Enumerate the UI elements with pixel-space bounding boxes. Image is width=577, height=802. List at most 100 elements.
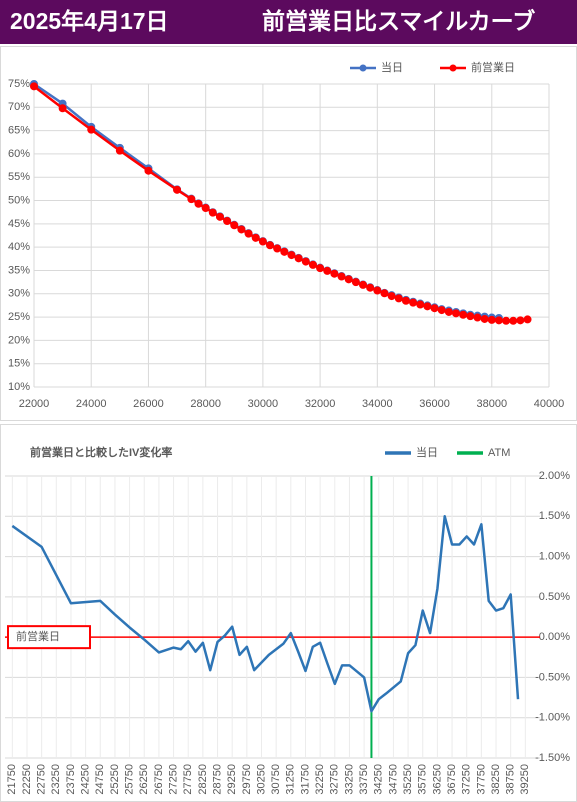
point	[344, 275, 353, 284]
x-tick-label: 22000	[19, 398, 50, 410]
x-tick-label: 24750	[94, 764, 106, 795]
point	[494, 316, 503, 325]
point	[301, 257, 310, 266]
x-tick-label: 36000	[419, 398, 450, 410]
point	[444, 307, 453, 316]
y-tick-label: 0.00%	[539, 631, 570, 643]
x-tick-label: 27250	[167, 764, 179, 795]
x-tick-label: 25250	[109, 764, 121, 795]
x-tick-label: 31750	[299, 764, 311, 795]
y-tick-label: 2.00%	[539, 470, 570, 482]
y-tick-label: -0.50%	[535, 671, 570, 683]
y-tick-label: 60%	[8, 148, 30, 160]
y-tick-label: 1.00%	[539, 550, 570, 562]
chart-title: 前営業日と比較したIV変化率	[30, 445, 172, 459]
x-tick-label: 34250	[373, 764, 385, 795]
y-tick-label: 35%	[8, 264, 30, 276]
point	[509, 316, 518, 325]
y-tick-label: 0.50%	[539, 591, 570, 603]
point	[87, 125, 96, 134]
x-tick-label: 37250	[461, 764, 473, 795]
point	[208, 208, 217, 217]
x-tick-label: 30000	[248, 398, 279, 410]
y-tick-label: 10%	[8, 381, 30, 393]
x-tick-label: 32000	[305, 398, 336, 410]
chart-frame	[0, 46, 577, 421]
point	[287, 251, 296, 260]
point	[330, 269, 339, 278]
point	[144, 166, 153, 175]
point	[173, 185, 182, 194]
x-tick-label: 38000	[476, 398, 507, 410]
chart-frame	[0, 424, 577, 802]
x-tick-label: 34750	[387, 764, 399, 795]
x-tick-label: 28000	[190, 398, 221, 410]
point	[430, 304, 439, 313]
point	[323, 266, 332, 275]
point	[380, 289, 389, 298]
x-tick-label: 30250	[255, 764, 267, 795]
x-tick-label: 24000	[76, 398, 107, 410]
point	[359, 280, 368, 289]
y-tick-label: 15%	[8, 358, 30, 370]
point	[308, 260, 317, 269]
point	[473, 313, 482, 322]
x-tick-label: 35750	[417, 764, 429, 795]
x-tick-label: 35250	[402, 764, 414, 795]
legend-swatch	[359, 64, 367, 72]
point	[280, 247, 289, 256]
y-tick-label: 50%	[8, 194, 30, 206]
x-tick-label: 30750	[270, 764, 282, 795]
point	[502, 316, 511, 325]
x-tick-label: 29250	[226, 764, 238, 795]
point	[351, 278, 360, 287]
x-tick-label: 39250	[519, 764, 531, 795]
point	[215, 212, 224, 221]
point	[273, 244, 282, 253]
y-tick-label: 75%	[8, 78, 30, 90]
x-tick-label: 23250	[50, 764, 62, 795]
point	[258, 237, 267, 246]
x-tick-label: 25750	[123, 764, 135, 795]
x-tick-label: 24250	[80, 764, 92, 795]
x-tick-label: 28750	[211, 764, 223, 795]
y-tick-label: 55%	[8, 171, 30, 183]
point	[487, 315, 496, 324]
x-tick-label: 26750	[153, 764, 165, 795]
point	[480, 314, 489, 323]
point	[452, 309, 461, 318]
legend-label: 前営業日	[471, 60, 515, 74]
point	[373, 286, 382, 295]
x-tick-label: 21750	[6, 764, 18, 795]
y-tick-label: 65%	[8, 125, 30, 137]
point	[237, 225, 246, 234]
point	[459, 310, 468, 319]
y-tick-label: 20%	[8, 334, 30, 346]
y-tick-label: 1.50%	[539, 510, 570, 522]
point	[251, 233, 260, 242]
x-tick-label: 33250	[343, 764, 355, 795]
point	[416, 300, 425, 309]
point	[316, 264, 325, 273]
point	[187, 195, 196, 204]
point	[194, 199, 203, 208]
point	[523, 315, 532, 324]
x-tick-label: 38250	[490, 764, 502, 795]
y-tick-label: 30%	[8, 288, 30, 300]
x-tick-label: 32250	[314, 764, 326, 795]
point	[230, 221, 239, 230]
point	[294, 254, 303, 263]
point	[244, 229, 253, 238]
point	[115, 146, 124, 155]
x-tick-label: 38750	[505, 764, 517, 795]
point	[409, 298, 418, 307]
series-line	[11, 515, 520, 713]
x-tick-label: 36250	[431, 764, 443, 795]
reference-label: 前営業日	[16, 629, 60, 643]
x-tick-label: 29750	[241, 764, 253, 795]
series-line	[33, 85, 528, 323]
point	[516, 316, 525, 325]
x-tick-label: 33750	[358, 764, 370, 795]
x-tick-label: 22250	[21, 764, 33, 795]
